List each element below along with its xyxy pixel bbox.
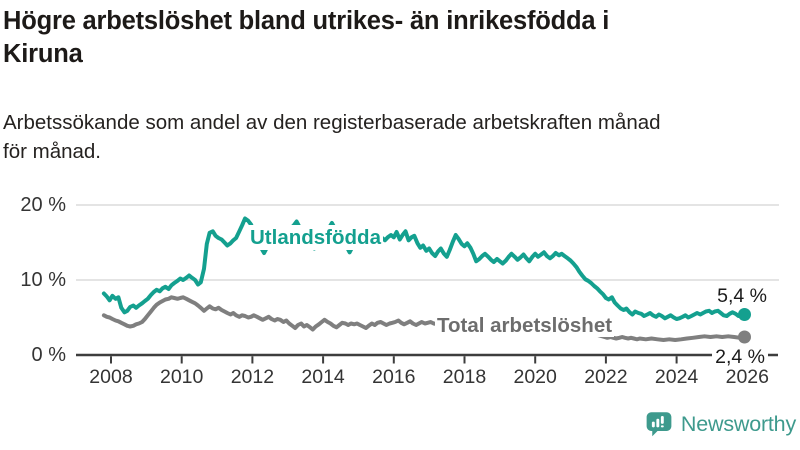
end-value-label-utlandsfodda: 5,4 %	[717, 285, 767, 307]
x-tick-label-2008: 2008	[89, 366, 133, 388]
chart-title-line-1: Högre arbetslöshet bland utrikes- än inr…	[3, 7, 610, 35]
series-label-utlandsfodda: Utlandsfödda	[248, 225, 383, 250]
x-tick-label-2018: 2018	[442, 366, 487, 388]
newsworthy-logo: Newsworthy	[644, 409, 796, 439]
newsworthy-logo-text: Newsworthy	[680, 411, 796, 436]
chart-subtitle-line-2: för månad.	[3, 140, 101, 163]
series-label-total-arbetsloshet: Total arbetslöshet	[435, 314, 615, 337]
y-tick-label-20: 20 %	[20, 194, 66, 216]
x-tick-label-2026: 2026	[725, 366, 769, 388]
x-tick-label-2022: 2022	[584, 366, 628, 388]
chart-title-line-2: Kiruna	[3, 40, 83, 68]
x-tick-label-2012: 2012	[230, 366, 275, 388]
x-tick-label-2014: 2014	[301, 366, 345, 388]
chart-subtitle: Arbetssökande som andel av den registerb…	[3, 108, 797, 166]
newsworthy-logo-icon	[646, 412, 672, 437]
end-value-label-total: 2,4 %	[712, 346, 768, 368]
y-tick-label-10: 10 %	[20, 269, 66, 291]
chart-subtitle-line-1: Arbetssökande som andel av den registerb…	[3, 111, 661, 134]
x-tick-label-2010: 2010	[159, 366, 204, 388]
x-axis-labels: 2008 2010 2012 2014 2016 2018 2020 2022 2024 2026	[0, 366, 800, 390]
x-tick-label-2020: 2020	[513, 366, 557, 388]
chart-title: Högre arbetslöshet bland utrikes- än inr…	[3, 5, 797, 71]
x-tick-label-2016: 2016	[372, 366, 416, 388]
y-tick-label-0: 0 %	[31, 344, 66, 366]
x-tick-label-2024: 2024	[654, 366, 699, 388]
